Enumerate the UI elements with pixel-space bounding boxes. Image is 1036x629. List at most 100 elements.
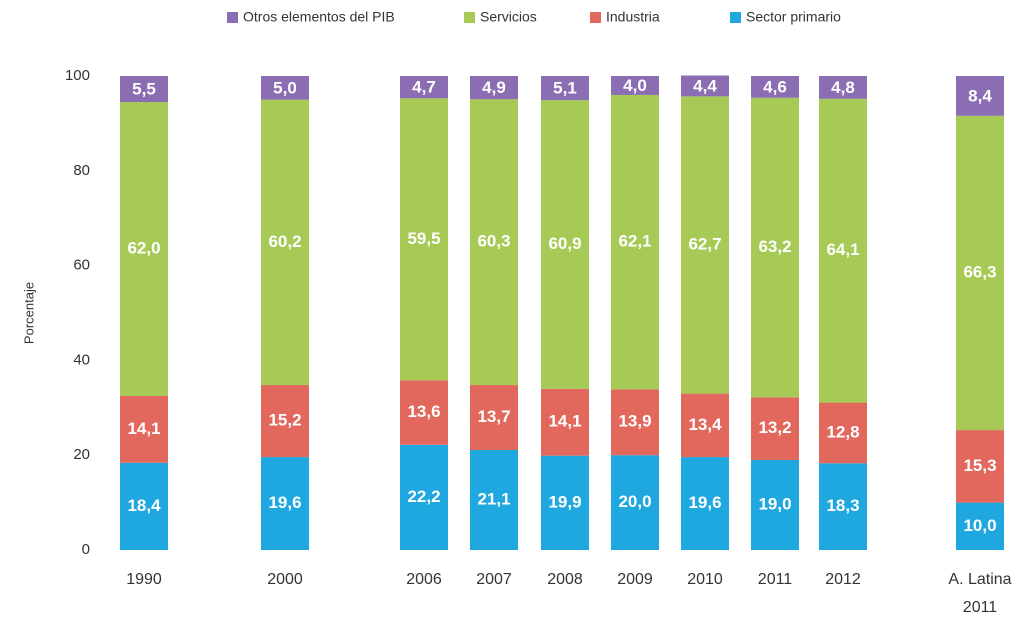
value-label: 18,3 xyxy=(826,496,859,515)
bar-segment xyxy=(819,76,867,99)
legend-label: Sector primario xyxy=(746,9,841,25)
value-label: 63,2 xyxy=(758,237,791,256)
value-label: 66,3 xyxy=(963,262,996,281)
value-label: 60,3 xyxy=(477,232,510,251)
y-tick-label: 0 xyxy=(82,541,90,558)
bar-segment xyxy=(261,385,309,458)
value-label: 64,1 xyxy=(826,240,859,259)
value-label: 22,2 xyxy=(407,487,440,506)
bar-segment xyxy=(956,115,1004,431)
legend-label: Otros elementos del PIB xyxy=(243,9,395,25)
legend-label: Servicios xyxy=(480,9,537,25)
bar-segment xyxy=(751,397,799,460)
value-label: 4,7 xyxy=(412,78,436,97)
x-tick-label: 2010 xyxy=(687,571,723,588)
value-label: 14,1 xyxy=(127,419,160,438)
value-label: 59,5 xyxy=(407,229,440,248)
value-label: 19,0 xyxy=(758,494,791,513)
value-label: 5,0 xyxy=(273,78,297,97)
bar-segment xyxy=(400,98,448,381)
x-tick-label: 2000 xyxy=(267,571,303,588)
bar-segment xyxy=(541,76,589,101)
value-label: 5,5 xyxy=(132,80,156,99)
bar-segment xyxy=(120,462,168,550)
x-tick-label: 2009 xyxy=(617,571,653,588)
bar-segment xyxy=(261,76,309,100)
bar-segment xyxy=(751,459,799,550)
bar-segment xyxy=(400,76,448,99)
bar-segment xyxy=(541,455,589,550)
bar-segment xyxy=(470,76,518,100)
bar-segment xyxy=(120,76,168,103)
value-label: 12,8 xyxy=(826,422,859,441)
bar-segment xyxy=(681,96,729,394)
legend-swatch xyxy=(464,12,475,23)
value-label: 4,9 xyxy=(482,78,506,97)
bar-segment xyxy=(120,102,168,396)
value-label: 20,0 xyxy=(618,492,651,511)
bar-segment xyxy=(400,444,448,550)
x-tick-label: 2012 xyxy=(825,571,861,588)
bar-segment xyxy=(261,99,309,386)
value-label: 13,6 xyxy=(407,402,440,421)
x-tick-label: A. Latina 2011 xyxy=(948,571,1012,616)
bar-segment xyxy=(611,389,659,456)
y-tick-label: 80 xyxy=(73,162,90,179)
legend-swatch xyxy=(227,12,238,23)
legend-swatch xyxy=(730,12,741,23)
bar-segment xyxy=(470,385,518,450)
y-tick-label: 20 xyxy=(73,446,90,463)
value-label: 14,1 xyxy=(548,412,581,431)
value-label: 62,7 xyxy=(688,234,721,253)
value-label: 21,1 xyxy=(477,489,510,508)
value-label: 13,9 xyxy=(618,412,651,431)
value-label: 10,0 xyxy=(963,516,996,535)
value-label: 19,9 xyxy=(548,492,581,511)
bar-segment xyxy=(681,457,729,550)
value-label: 19,6 xyxy=(688,493,721,512)
bar-segment xyxy=(611,455,659,550)
y-tick-label: 60 xyxy=(73,257,90,274)
value-label: 8,4 xyxy=(968,86,992,105)
bar-segment xyxy=(819,463,867,550)
bar-segment xyxy=(819,402,867,464)
bar-segment xyxy=(470,449,518,550)
value-label: 4,8 xyxy=(831,78,855,97)
value-label: 60,2 xyxy=(268,232,301,251)
y-tick-label: 40 xyxy=(73,351,90,368)
value-label: 4,0 xyxy=(623,76,647,95)
bar-segment xyxy=(541,100,589,389)
value-label: 18,4 xyxy=(127,496,161,515)
x-tick-label: 2007 xyxy=(476,571,512,588)
value-label: 5,1 xyxy=(553,79,577,98)
bar-segment xyxy=(470,99,518,386)
bar-segment xyxy=(400,380,448,445)
bar-segment xyxy=(120,395,168,463)
bar-segment xyxy=(956,430,1004,503)
y-tick-label: 100 xyxy=(65,67,90,84)
legend-label: Industria xyxy=(606,9,660,25)
x-tick-label: 2008 xyxy=(547,571,583,588)
bar-segment xyxy=(611,94,659,390)
value-label: 13,4 xyxy=(688,415,722,434)
bar-segment xyxy=(261,457,309,550)
bar-segment xyxy=(681,393,729,458)
x-tick-label: 2006 xyxy=(406,571,442,588)
x-tick-label: 2011 xyxy=(757,571,793,588)
x-tick-label: 1990 xyxy=(126,571,162,588)
bar-segment xyxy=(956,502,1004,550)
value-label: 19,6 xyxy=(268,493,301,512)
value-label: 4,4 xyxy=(693,76,717,95)
value-label: 4,6 xyxy=(763,77,787,96)
value-label: 15,2 xyxy=(268,411,301,430)
value-label: 13,7 xyxy=(477,407,510,426)
value-label: 13,2 xyxy=(758,418,791,437)
legend-swatch xyxy=(590,12,601,23)
bar-segment xyxy=(956,76,1004,116)
bar-segment xyxy=(611,76,659,95)
bar-segment xyxy=(681,75,729,97)
value-label: 62,0 xyxy=(127,238,160,257)
value-label: 62,1 xyxy=(618,232,651,251)
